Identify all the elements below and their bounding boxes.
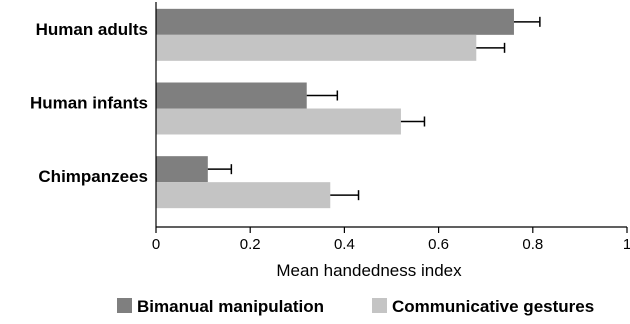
x-tick-label: 0 — [152, 236, 160, 253]
x-ticks-layer: 0 0.2 0.4 0.6 0.8 1 — [152, 227, 630, 253]
bar-human-adults-bimanual-manipulation — [156, 8, 514, 35]
category-label-human-adults: Human adults — [36, 20, 148, 39]
bar-human-infants-communicative-gestures — [156, 108, 401, 135]
legend-swatch-bimanual-manipulation — [117, 298, 132, 313]
bar-human-adults-communicative-gestures — [156, 34, 477, 61]
x-tick-label: 0.6 — [428, 236, 449, 253]
bar-human-infants-bimanual-manipulation — [156, 82, 307, 109]
category-label-chimpanzees: Chimpanzees — [38, 167, 148, 186]
x-tick-label: 0.8 — [522, 236, 543, 253]
x-tick-label: 1 — [623, 236, 630, 253]
bar-chimpanzees-communicative-gestures — [156, 182, 331, 209]
category-label-human-infants: Human infants — [30, 94, 148, 113]
legend: Bimanual manipulation Communicative gestu… — [117, 297, 594, 316]
bar-chimpanzees-bimanual-manipulation — [156, 156, 208, 183]
legend-label-communicative-gestures: Communicative gestures — [392, 297, 594, 316]
bars-layer — [156, 8, 514, 209]
legend-label-bimanual-manipulation: Bimanual manipulation — [137, 297, 324, 316]
x-tick-label: 0.2 — [240, 236, 261, 253]
x-tick-label: 0.4 — [334, 236, 355, 253]
category-labels-layer: Human adults Human infants Chimpanzees — [30, 20, 148, 186]
x-axis-title: Mean handedness index — [276, 261, 462, 280]
error-bars-layer — [207, 16, 541, 201]
legend-swatch-communicative-gestures — [372, 298, 387, 313]
